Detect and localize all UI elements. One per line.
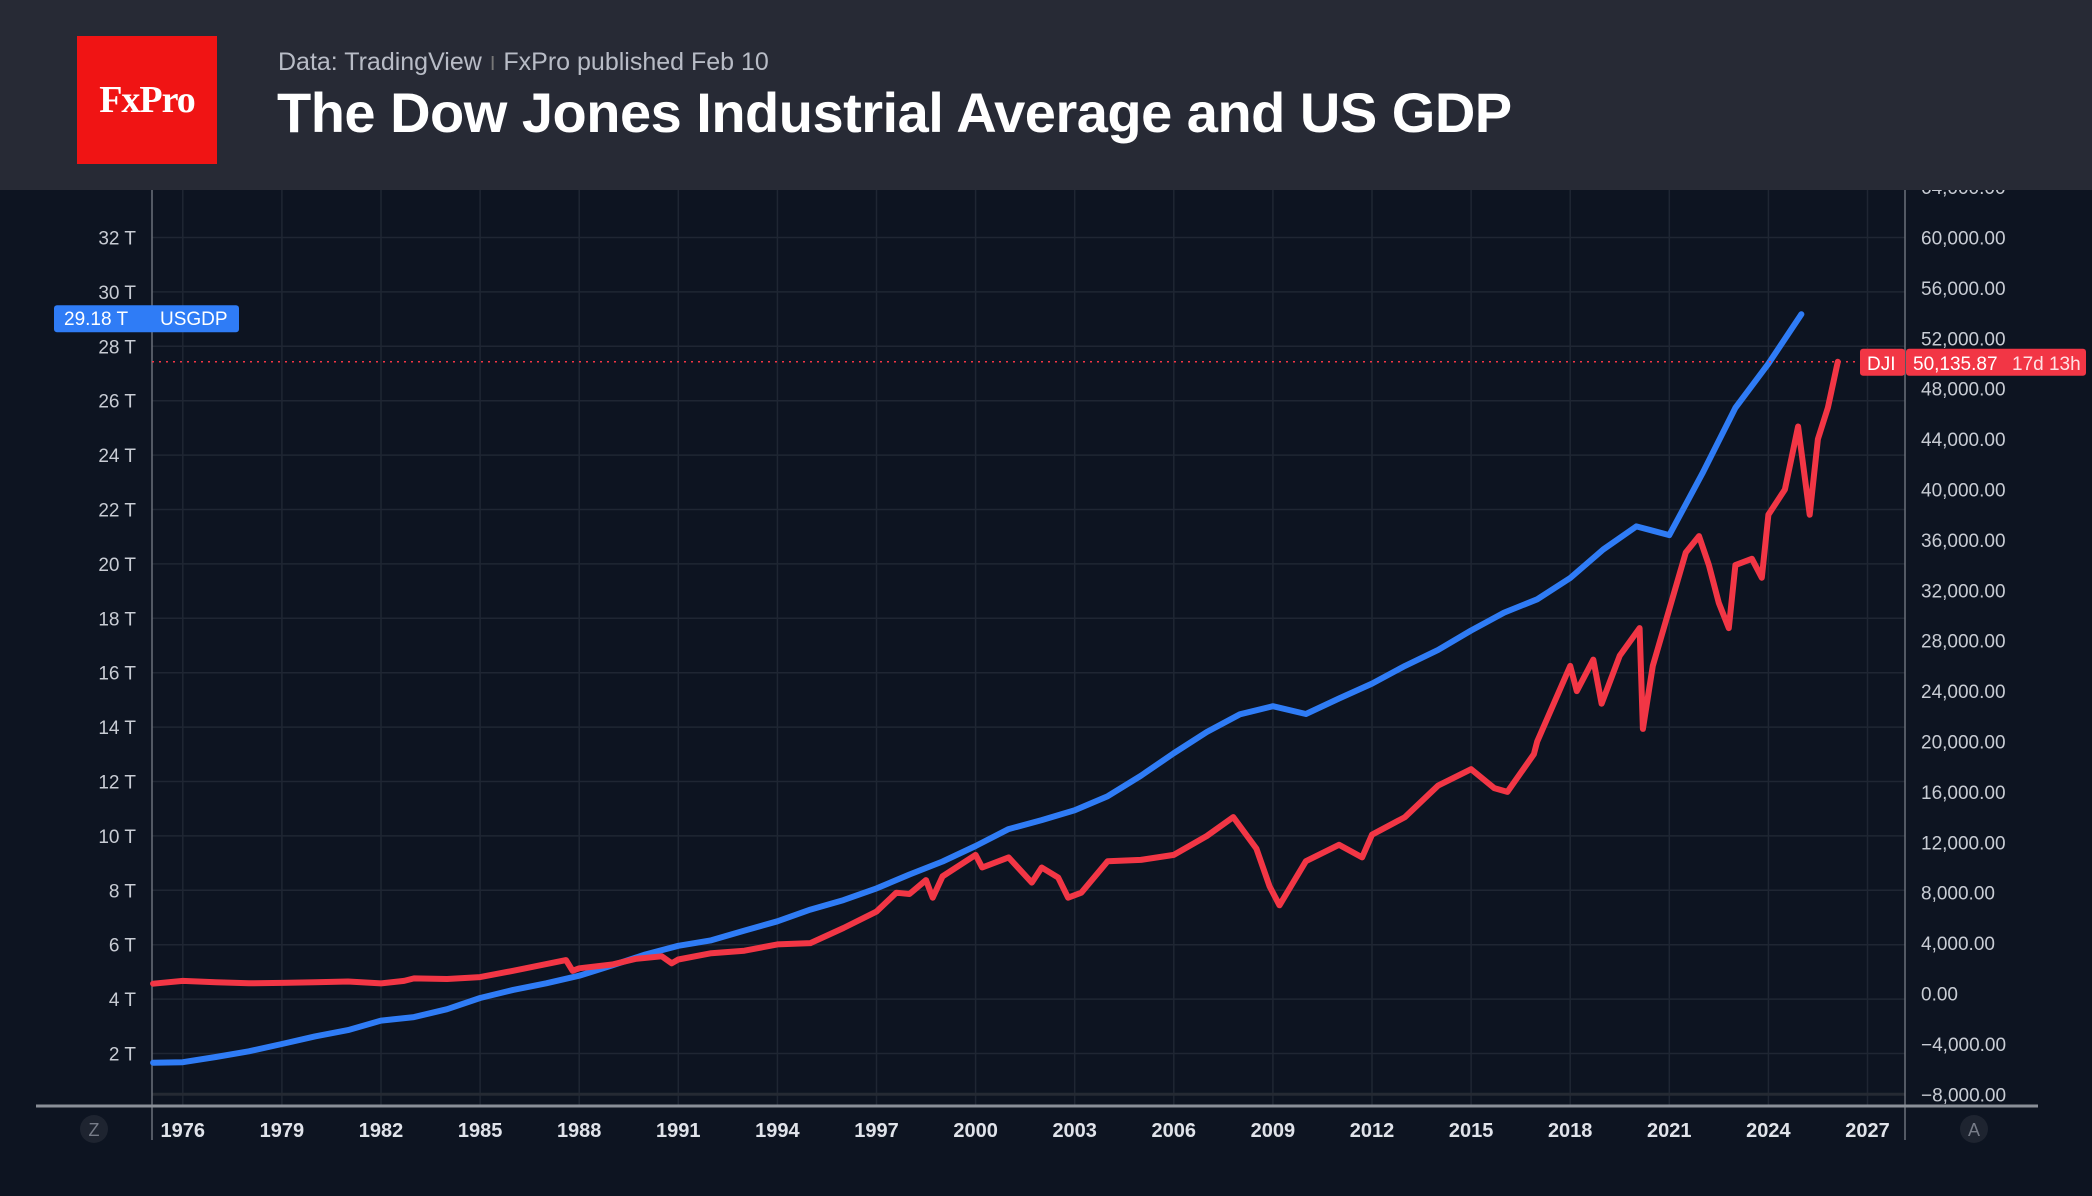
right-tick-label: −8,000.00	[1921, 1085, 2006, 1106]
z-button-label: Z	[89, 1120, 100, 1140]
right-tick-label: 48,000.00	[1921, 380, 2006, 401]
left-tick-label: 8 T	[109, 881, 137, 902]
series-line-usgdp	[150, 311, 1805, 1066]
right-tick-label: 52,000.00	[1921, 329, 2006, 350]
left-tick-label: 16 T	[98, 664, 136, 685]
dji-price-badge	[1906, 348, 2086, 376]
left-tick-label: 12 T	[98, 773, 136, 794]
x-tick-label: 1979	[260, 1120, 305, 1142]
dji-series-name: DJI	[1867, 354, 1896, 375]
x-tick-label: 2018	[1548, 1120, 1593, 1142]
auto-scale-button-label: A	[1968, 1120, 1980, 1140]
right-tick-label: 44,000.00	[1921, 430, 2006, 451]
fxpro-logo: FxPro	[77, 36, 217, 164]
right-tick-label: 24,000.00	[1921, 682, 2006, 703]
left-tick-label: 24 T	[98, 446, 136, 467]
series-line-dji	[150, 358, 1841, 987]
left-tick-label: 28 T	[98, 337, 136, 358]
dji-last-value: 50,135.87	[1913, 354, 1998, 375]
usgdp-series-name: USGDP	[160, 309, 228, 330]
axis-controls: Z A	[80, 1115, 1988, 1143]
left-tick-label: 30 T	[98, 283, 136, 304]
right-tick-label: 28,000.00	[1921, 632, 2006, 653]
x-tick-label: 2009	[1251, 1120, 1296, 1142]
x-tick-label: 1991	[656, 1120, 701, 1142]
right-tick-label: 16,000.00	[1921, 783, 2006, 804]
right-tick-label: 4,000.00	[1921, 934, 1995, 955]
x-tick-label: 2003	[1052, 1120, 1097, 1142]
right-tick-label: 0.00	[1921, 985, 1958, 1006]
left-tick-label: 4 T	[109, 990, 137, 1011]
dji-name-badge	[1860, 348, 1905, 376]
usgdp-price-badge	[54, 305, 239, 333]
left-tick-label: 32 T	[98, 229, 136, 250]
axes: 1976 1979 1982 1985 1988 1991 1994 1997 2000 2003…	[36, 178, 2038, 1142]
left-tick-label: 26 T	[98, 392, 136, 413]
x-tick-label: 2012	[1350, 1120, 1395, 1142]
right-tick-label: 8,000.00	[1921, 884, 1995, 905]
x-tick-label: 2015	[1449, 1120, 1494, 1142]
x-tick-label: 1985	[458, 1120, 503, 1142]
right-tick-label: 36,000.00	[1921, 531, 2006, 552]
x-tick-label: 1997	[854, 1120, 899, 1142]
dji-countdown: 17d 13h	[2012, 354, 2081, 375]
right-tick-label: 20,000.00	[1921, 733, 2006, 754]
x-tick-label: 2024	[1746, 1120, 1791, 1142]
x-tick-label: 1988	[557, 1120, 602, 1142]
logo-text: FxPro	[99, 79, 196, 121]
left-tick-label: 14 T	[98, 718, 136, 739]
price-labels: 29.18 T USGDP DJI 50,135.87 17d 13h	[54, 305, 2086, 376]
right-tick-label: −4,000.00	[1921, 1035, 2006, 1056]
left-tick-label: 22 T	[98, 501, 136, 522]
right-tick-label: 12,000.00	[1921, 833, 2006, 854]
usgdp-last-value: 29.18 T	[64, 309, 128, 330]
x-tick-label: 2006	[1152, 1120, 1197, 1142]
right-tick-label: 32,000.00	[1921, 581, 2006, 602]
z-button[interactable]	[80, 1115, 108, 1143]
subtitle: Data: TradingView I FxPro published Feb 10	[278, 48, 769, 77]
auto-scale-button[interactable]	[1960, 1115, 1988, 1143]
separator: I	[489, 53, 496, 75]
series-lines	[150, 311, 1841, 1066]
left-tick-label: 10 T	[98, 827, 136, 848]
left-tick-label: 6 T	[109, 936, 137, 957]
page-title: The Dow Jones Industrial Average and US …	[277, 81, 1512, 144]
x-tick-label: 2000	[953, 1120, 998, 1142]
x-tick-label: 1976	[161, 1120, 206, 1142]
published-note: FxPro published Feb 10	[503, 48, 769, 76]
x-tick-label: 1982	[359, 1120, 404, 1142]
x-tick-label: 2027	[1845, 1120, 1890, 1142]
right-tick-label: 60,000.00	[1921, 229, 2006, 250]
right-tick-label: 56,000.00	[1921, 279, 2006, 300]
header: FxPro Data: TradingView I FxPro published …	[0, 0, 2092, 190]
x-tick-label: 2021	[1647, 1120, 1692, 1142]
left-tick-label: 20 T	[98, 555, 136, 576]
data-source: Data: TradingView	[278, 48, 482, 76]
left-tick-label: 2 T	[109, 1045, 137, 1066]
left-tick-label: 18 T	[98, 609, 136, 630]
right-tick-label: 40,000.00	[1921, 481, 2006, 502]
grid	[152, 190, 1905, 1106]
x-tick-label: 1994	[755, 1120, 800, 1142]
